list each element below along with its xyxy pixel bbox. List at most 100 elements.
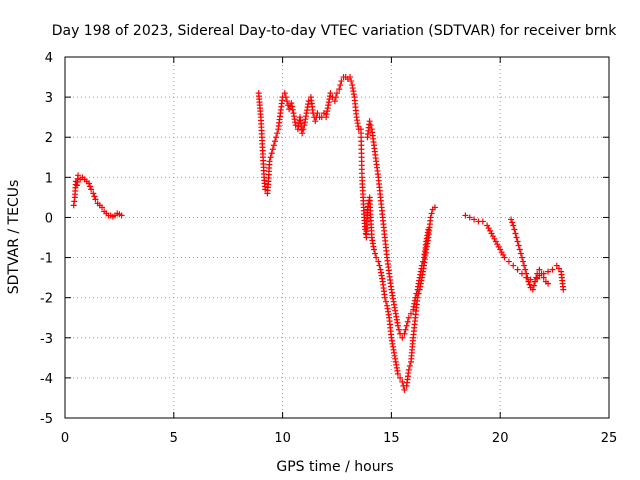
data-point: [545, 268, 552, 275]
y-tick-label: 3: [45, 91, 53, 106]
data-point: [560, 286, 567, 293]
y-tick-label: -2: [40, 292, 53, 307]
data-point: [525, 278, 532, 285]
x-tick-label: 15: [383, 431, 400, 446]
data-point: [271, 138, 278, 145]
data-point: [512, 230, 519, 237]
y-tick-label: -5: [40, 412, 53, 427]
data-point: [92, 196, 99, 203]
data-points: [70, 74, 567, 393]
data-point: [555, 265, 562, 272]
data-point: [462, 212, 469, 219]
y-tick-label: -1: [40, 252, 53, 267]
data-point: [91, 193, 98, 200]
data-point: [431, 204, 438, 211]
data-point: [366, 118, 373, 125]
y-tick-label: -3: [40, 332, 53, 347]
data-point: [553, 262, 560, 269]
data-point: [312, 118, 319, 125]
data-point: [428, 210, 435, 217]
data-point: [540, 274, 547, 281]
data-point: [401, 330, 408, 337]
data-point: [406, 362, 413, 369]
data-point: [347, 74, 354, 81]
data-point: [466, 214, 473, 221]
series-segment-4: [462, 212, 567, 293]
y-axis-ticks: -5 -4 -3 -2 -1 0 1 2 3 4: [40, 51, 609, 427]
data-point: [545, 280, 552, 287]
data-point: [479, 218, 486, 225]
data-point: [404, 318, 411, 325]
data-point: [419, 258, 426, 265]
data-point: [274, 130, 281, 137]
data-point: [381, 294, 388, 301]
data-point: [286, 106, 293, 113]
data-point: [511, 226, 518, 233]
data-point: [376, 262, 383, 269]
data-point: [471, 216, 478, 223]
grid: [65, 57, 609, 418]
y-tick-label: 0: [45, 211, 53, 226]
data-point: [314, 110, 321, 117]
data-point: [118, 212, 125, 219]
plot-frame: [64, 56, 610, 419]
data-point: [508, 216, 515, 223]
x-tick-label: 25: [601, 431, 618, 446]
data-point: [372, 250, 379, 257]
data-point: [536, 266, 543, 273]
x-axis-ticks: 0 5 10 15 20 25: [61, 57, 617, 446]
series-segment-2: [255, 74, 438, 393]
data-point: [407, 310, 414, 317]
data-point: [75, 172, 82, 179]
data-point: [370, 246, 377, 253]
data-point: [396, 326, 403, 333]
data-point: [405, 366, 412, 373]
y-axis-label: SDTVAR / TECUs: [6, 180, 22, 295]
y-tick-label: 4: [45, 51, 53, 66]
data-point: [513, 234, 520, 241]
y-tick-label: -4: [40, 372, 53, 387]
data-point: [425, 226, 432, 233]
data-point: [334, 90, 340, 97]
data-point: [509, 219, 516, 226]
data-point: [269, 146, 276, 153]
data-point: [327, 90, 334, 97]
data-point: [397, 374, 404, 381]
x-tick-label: 10: [274, 431, 291, 446]
series-segment-3: [364, 118, 432, 341]
y-tick-label: 1: [45, 171, 53, 186]
data-point: [289, 106, 296, 113]
data-point: [382, 298, 389, 305]
data-point: [526, 281, 533, 288]
data-point: [85, 180, 92, 187]
data-point: [418, 262, 425, 269]
data-point: [270, 142, 277, 149]
data-point: [510, 262, 517, 269]
data-point: [530, 282, 537, 289]
chart-title: Day 198 of 2023, Sidereal Day-to-day VTE…: [52, 23, 617, 39]
data-point: [338, 78, 345, 85]
data-point: [348, 78, 355, 85]
data-point: [533, 274, 540, 281]
data-point: [394, 322, 401, 329]
series-segment-5: [508, 216, 552, 293]
data-point: [367, 122, 374, 129]
data-point: [515, 242, 522, 249]
data-point: [510, 222, 517, 229]
data-point: [300, 126, 307, 133]
data-point: [266, 158, 273, 165]
data-point: [521, 262, 528, 269]
data-point: [412, 294, 419, 301]
data-point: [399, 378, 406, 385]
data-point: [268, 150, 275, 157]
data-point: [524, 274, 531, 281]
data-point: [523, 270, 530, 277]
data-point: [375, 258, 382, 265]
data-point: [88, 186, 95, 193]
data-point: [331, 98, 338, 105]
data-point: [289, 103, 296, 110]
data-point: [281, 90, 288, 97]
data-point: [427, 214, 434, 221]
x-axis-label: GPS time / hours: [276, 459, 393, 475]
